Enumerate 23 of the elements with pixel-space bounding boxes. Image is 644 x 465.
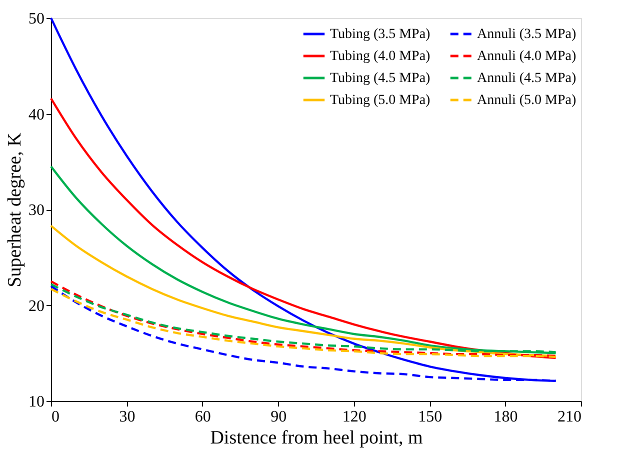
legend-label: Annuli (3.5 MPa) [477,27,576,42]
x-tick-label: 180 [494,408,518,426]
y-tick-label: 30 [28,202,44,219]
x-tick-label: 150 [418,408,442,426]
x-tick-label: 0 [52,408,60,426]
x-tick-label: 60 [194,408,211,426]
x-tick-label: 120 [342,408,366,426]
legend-label: Tubing (4.5 MPa) [330,71,431,86]
y-axis-title: Superheat degree, K [4,132,26,288]
legend-label: Tubing (5.0 MPa) [330,93,431,108]
legend-label: Annuli (4.0 MPa) [477,49,576,64]
y-tick-label: 40 [28,106,44,124]
x-tick-label: 210 [558,408,582,426]
y-tick-label: 20 [28,298,44,315]
x-axis-title: Distence from heel point, m [210,428,424,448]
x-tick-label: 30 [119,408,136,426]
y-tick-label: 10 [28,394,44,410]
x-tick-label: 90 [270,408,287,426]
legend-label: Annuli (4.5 MPa) [477,71,576,86]
y-tick-label: 50 [28,10,44,28]
legend-label: Tubing (4.0 MPa) [330,49,431,64]
legend-label: Annuli (5.0 MPa) [477,93,576,108]
legend-label: Tubing (3.5 MPa) [330,27,431,42]
